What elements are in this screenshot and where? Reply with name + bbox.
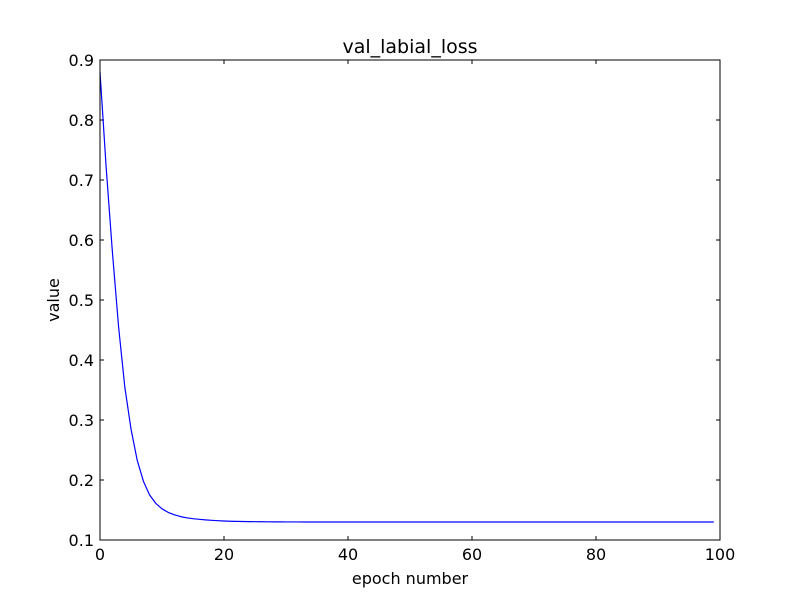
plot-frame (99, 59, 721, 541)
x-tick-label: 40 (338, 545, 358, 564)
x-tick-label: 80 (586, 545, 606, 564)
y-tick-label: 0.1 (69, 531, 94, 550)
series-line (99, 71, 714, 523)
y-tick-label: 0.5 (69, 291, 94, 310)
y-tick-label: 0.6 (69, 231, 94, 250)
tick-layer: 0 20 40 60 80 100 0.1 0.2 0.3 0.4 0.5 0.6 0.7 0.8 0.9 (69, 51, 736, 564)
y-tick-label: 0.9 (69, 51, 94, 70)
x-axis-label: epoch number (352, 569, 469, 588)
x-tick-label: 100 (705, 545, 736, 564)
y-tick-label: 0.4 (69, 351, 94, 370)
chart-title: val_labial_loss (342, 36, 477, 58)
x-tick-label: 60 (462, 545, 482, 564)
y-tick-label: 0.2 (69, 471, 94, 490)
y-axis-label: value (44, 278, 63, 322)
y-tick-label: 0.7 (69, 171, 94, 190)
x-tick-label: 0 (95, 545, 105, 564)
x-tick-label: 20 (214, 545, 234, 564)
y-tick-label: 0.3 (69, 411, 94, 430)
y-tick-label: 0.8 (69, 111, 94, 130)
series-layer (99, 71, 714, 523)
